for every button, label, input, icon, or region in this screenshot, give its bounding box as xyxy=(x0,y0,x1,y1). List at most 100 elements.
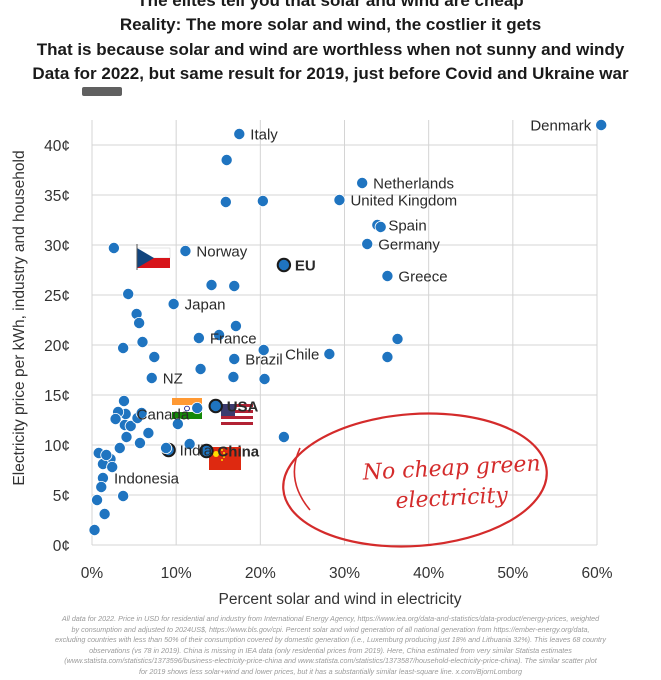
label-nz: NZ xyxy=(163,371,183,388)
point-46 xyxy=(135,406,148,419)
headline-line-2: Reality: The more solar and wind, the co… xyxy=(119,15,542,34)
grid-lines xyxy=(91,120,598,546)
y-tick-label-4: 20¢ xyxy=(44,338,70,355)
data-points xyxy=(88,119,608,537)
label-usa: USA xyxy=(227,399,259,416)
label-chile: Chile xyxy=(285,347,319,364)
point-49 xyxy=(133,436,146,449)
x-tick-label-0: 0% xyxy=(81,565,104,582)
label-china: China xyxy=(217,444,259,461)
x-tick-label-4: 40% xyxy=(413,565,444,582)
y-tick-label-2: 10¢ xyxy=(44,438,70,455)
y-tick-label-1: 5¢ xyxy=(53,488,70,505)
footnote-line-4: observations (vs 78 in 2019). China is m… xyxy=(89,645,572,655)
label-greece: Greece xyxy=(398,269,447,286)
point-28 xyxy=(133,316,146,329)
headline-line-4: Data for 2022, but same result for 2019,… xyxy=(32,64,629,83)
point-35 xyxy=(381,350,394,363)
point-57 xyxy=(91,493,104,506)
label-united-kingdom: United Kingdom xyxy=(350,193,457,210)
point-30 xyxy=(213,328,226,341)
point-33 xyxy=(257,343,270,356)
label-netherlands: Netherlands xyxy=(373,176,454,193)
label-indonesia: Indonesia xyxy=(114,471,180,488)
footnote-line-2: by consumption and adjusted to 2024US$, … xyxy=(71,624,590,634)
x-axis-label: Percent solar and wind in electricity xyxy=(219,591,462,608)
scroll-tab[interactable] xyxy=(82,87,122,96)
point-36 xyxy=(148,350,161,363)
point-62 xyxy=(183,437,196,450)
point-usa xyxy=(208,398,223,414)
point-65 xyxy=(191,401,204,414)
point-40 xyxy=(117,394,130,407)
point-china xyxy=(199,443,214,459)
point-48 xyxy=(120,430,133,443)
footnote-line-1: All data for 2022. Price in USD for resi… xyxy=(61,614,600,623)
label-france: France xyxy=(210,331,257,348)
usa-flag-icon xyxy=(221,404,253,426)
label-india: India xyxy=(180,443,213,460)
point-norway xyxy=(179,244,192,257)
point-greece xyxy=(381,269,394,282)
y-tick-label-0: 0¢ xyxy=(53,538,70,555)
point-56 xyxy=(95,480,108,493)
point-france xyxy=(192,331,205,344)
point-21 xyxy=(256,194,269,207)
y-tick-label-6: 30¢ xyxy=(44,238,70,255)
callout-line-2: electricity xyxy=(395,483,509,514)
callout-ellipse-stroke-overlap xyxy=(293,447,311,511)
point-59 xyxy=(88,524,101,537)
y-axis-label: Electricity price per kWh, industry and … xyxy=(11,150,28,485)
callout-line-1: No cheap green xyxy=(361,451,541,485)
point-32 xyxy=(117,341,130,354)
footnote-line-5: (www.statista.com/statistics/1373596/bus… xyxy=(64,656,597,666)
point-39 xyxy=(258,372,271,385)
headline-line-1: The elites tell you that solar and wind … xyxy=(137,0,524,10)
point-japan xyxy=(167,297,180,310)
label-denmark: Denmark xyxy=(530,118,591,135)
label-japan: Japan xyxy=(185,297,226,314)
x-tick-label-6: 60% xyxy=(581,565,612,582)
india-flag-icon xyxy=(172,398,202,419)
y-tick-label-5: 25¢ xyxy=(44,288,70,305)
point-61 xyxy=(160,441,173,454)
point-38 xyxy=(227,370,240,383)
point-23 xyxy=(107,241,120,254)
x-tick-label-1: 10% xyxy=(161,565,192,582)
point-31 xyxy=(136,335,149,348)
point-italy xyxy=(233,127,246,140)
point-22 xyxy=(374,220,387,233)
callout-ellipse xyxy=(282,412,548,548)
point-63 xyxy=(277,430,290,443)
label-germany: Germany xyxy=(378,237,440,254)
footnote-line-3: excluding countries with less than 50% o… xyxy=(55,635,606,645)
point-26 xyxy=(122,287,135,300)
label-italy: Italy xyxy=(250,127,278,144)
point-denmark xyxy=(595,119,608,132)
x-tick-label-5: 50% xyxy=(497,565,528,582)
point-chile xyxy=(323,347,336,360)
callout: No cheap green electricity xyxy=(282,412,548,548)
y-tick-label-3: 15¢ xyxy=(44,388,70,405)
label-canada: Canada xyxy=(137,407,190,424)
czech-flag-icon xyxy=(136,244,171,270)
x-tick-label-2: 20% xyxy=(245,565,276,582)
point-60 xyxy=(117,489,130,502)
scatter-chart: 0¢ 5¢ 10¢ 15¢ 20¢ 25¢ 30¢ 35¢ 40¢ 0% 10% 20% 30% 40% 5… xyxy=(11,118,613,609)
point-29 xyxy=(229,319,242,332)
point-united-kingdom xyxy=(333,193,346,206)
point-50 xyxy=(113,441,126,454)
point-42 xyxy=(109,412,122,425)
footnote: All data for 2022. Price in USD for resi… xyxy=(6,614,655,678)
point-24 xyxy=(205,278,218,291)
point-19 xyxy=(220,153,233,166)
point-netherlands xyxy=(356,176,369,189)
footnote-line-6: for 2019 shows less solar+wind and lower… xyxy=(139,666,522,676)
point-brazil xyxy=(228,352,241,365)
point-44 xyxy=(124,419,137,432)
y-tick-label-8: 40¢ xyxy=(44,138,70,155)
point-55 xyxy=(106,460,119,473)
point-37 xyxy=(194,362,207,375)
point-54 xyxy=(100,448,113,461)
